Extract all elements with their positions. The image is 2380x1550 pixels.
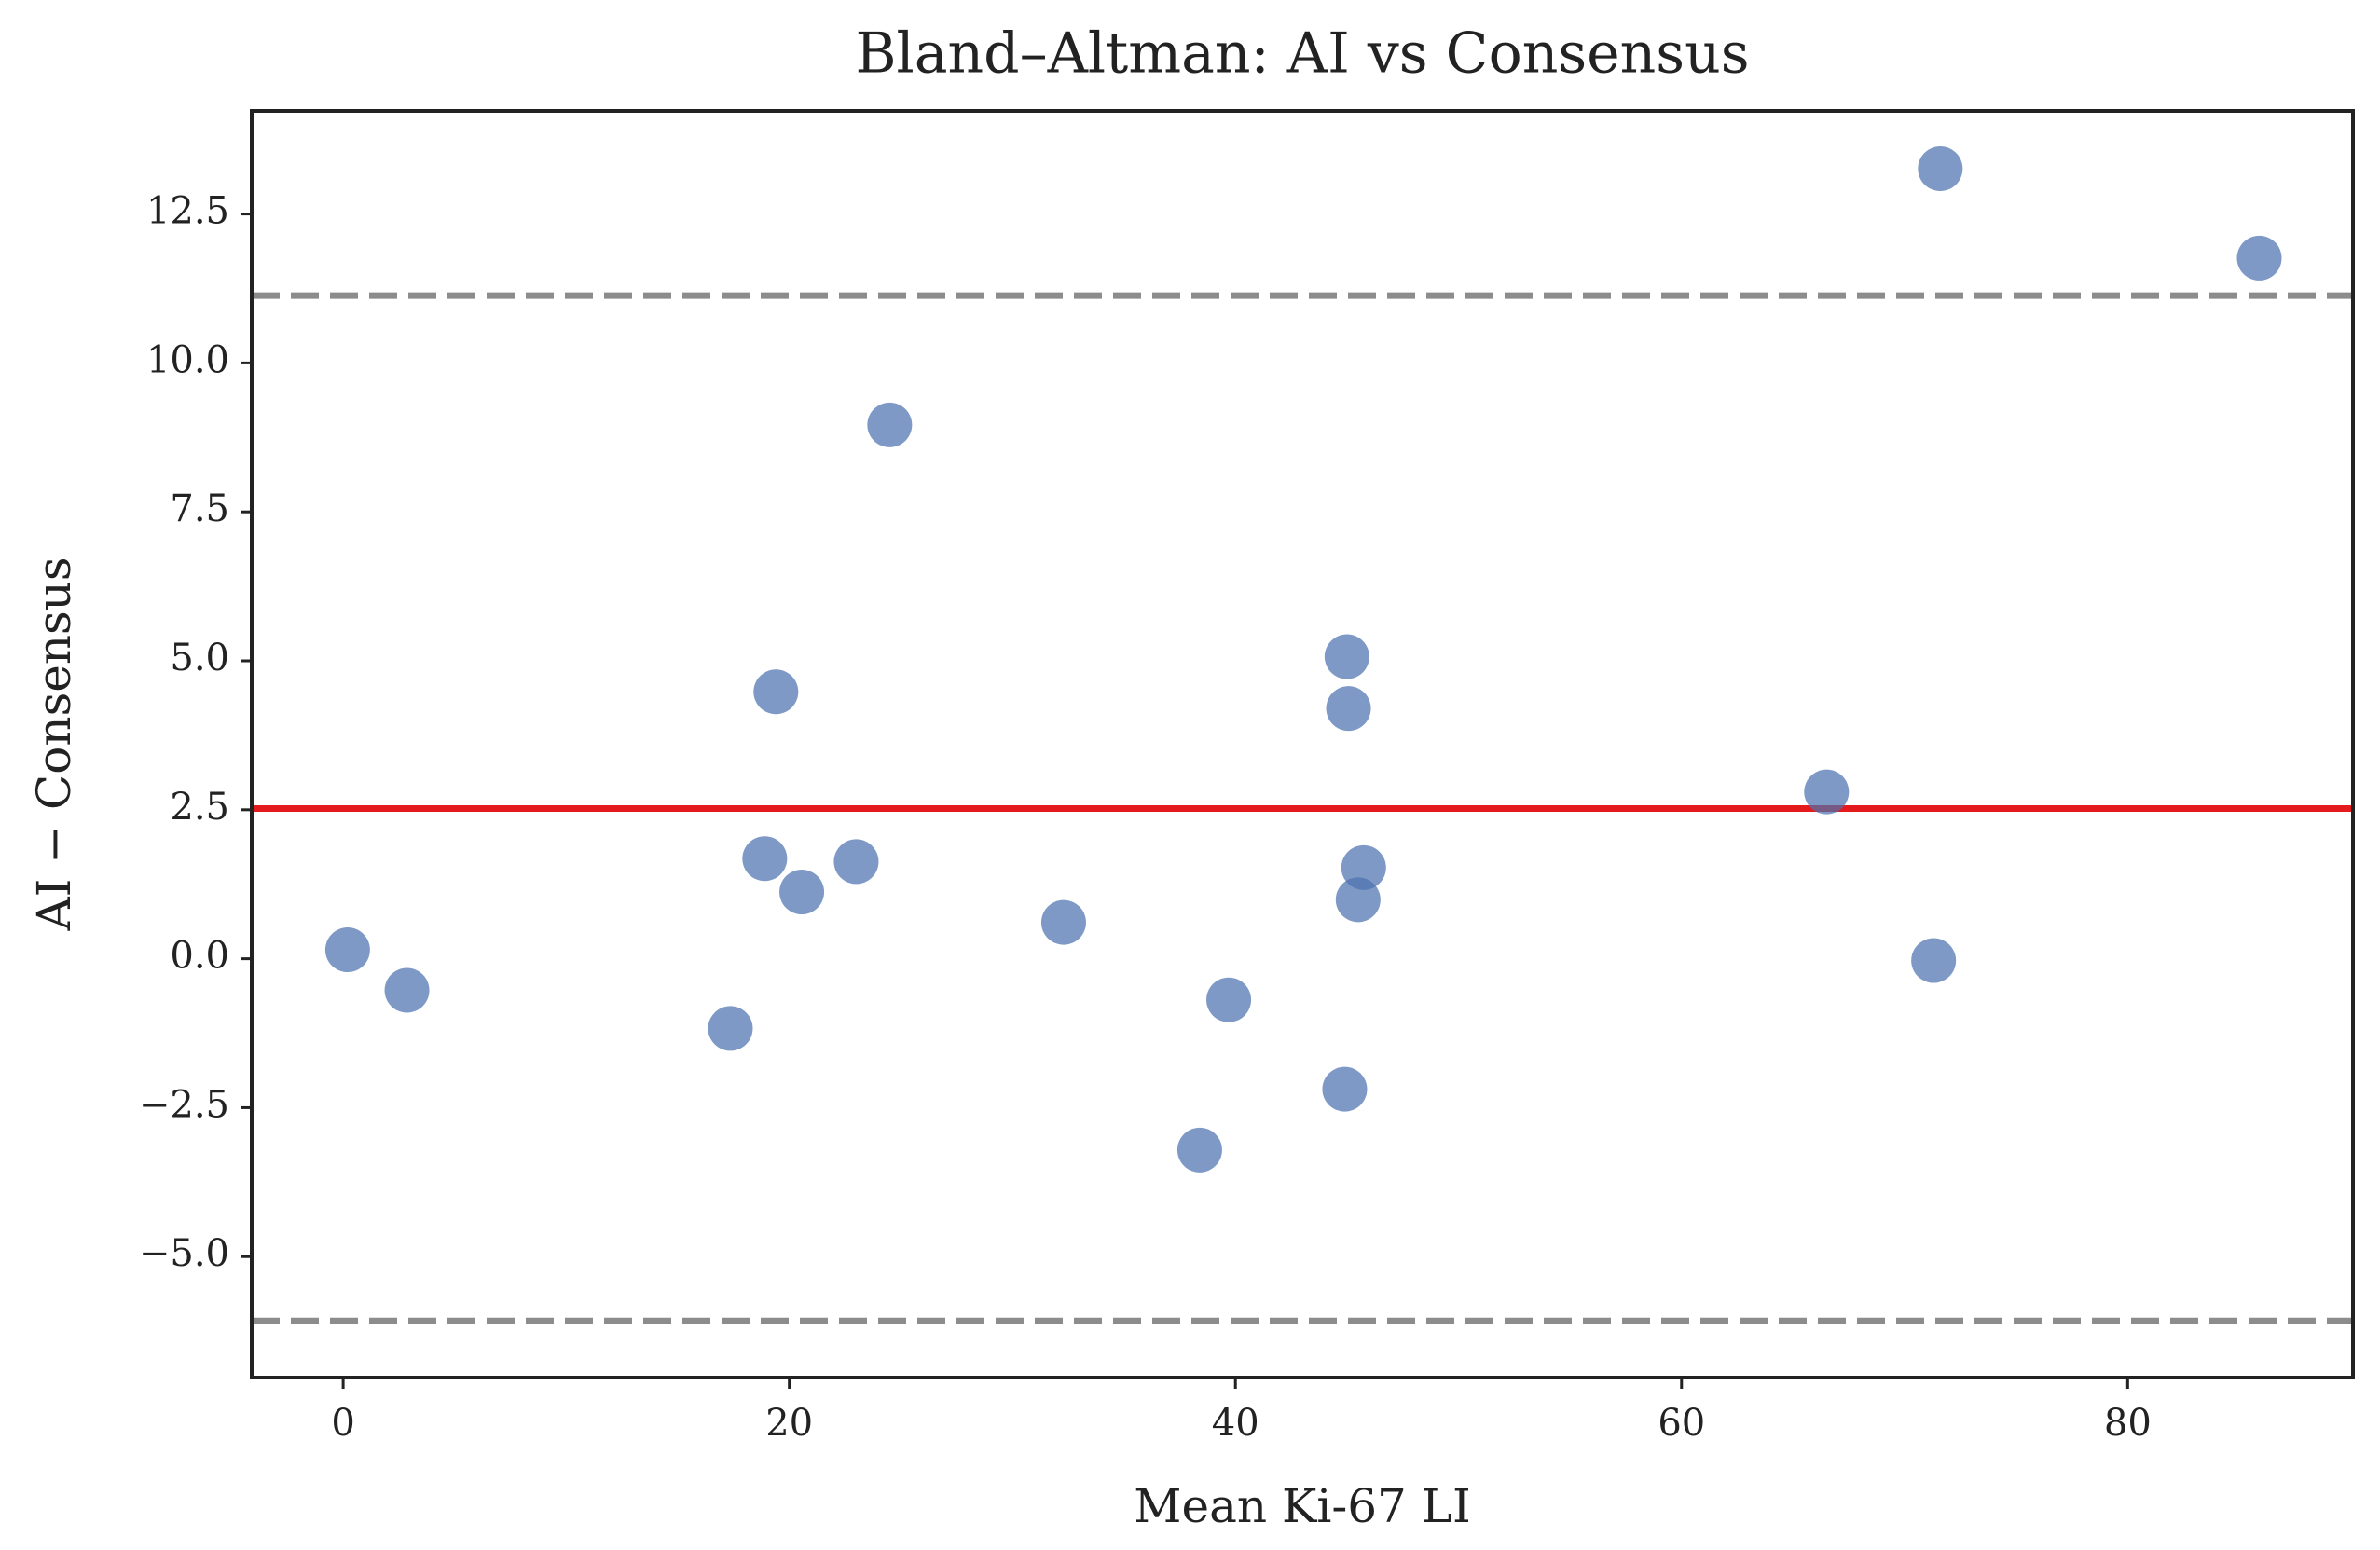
x-tick-label: 40 xyxy=(1212,1402,1259,1445)
point xyxy=(1322,1066,1368,1112)
point xyxy=(1341,844,1386,890)
y-tick-label: −2.5 xyxy=(139,1083,229,1126)
point xyxy=(779,870,825,915)
x-tick-label: 0 xyxy=(331,1402,354,1445)
point xyxy=(1911,938,1957,983)
point xyxy=(708,1006,753,1051)
point xyxy=(384,967,430,1013)
point xyxy=(2236,235,2282,281)
point xyxy=(867,402,913,447)
y-tick-label: 7.5 xyxy=(170,487,229,530)
y-tick-label: 10.0 xyxy=(146,338,229,381)
point xyxy=(1176,1127,1222,1173)
x-tick-label: 60 xyxy=(1658,1402,1705,1445)
point xyxy=(1324,634,1369,679)
point xyxy=(1804,769,1850,815)
y-tick-label: 5.0 xyxy=(170,637,229,679)
point xyxy=(1918,146,1963,192)
point xyxy=(324,927,370,973)
x-tick-label: 80 xyxy=(2104,1402,2152,1445)
y-tick-label: −5.0 xyxy=(139,1232,229,1275)
chart-title: Bland–Altman: AI vs Consensus xyxy=(855,21,1749,87)
point xyxy=(1326,686,1371,732)
point xyxy=(1040,899,1086,945)
point xyxy=(742,836,788,882)
y-tick-label: 12.5 xyxy=(146,190,229,233)
y-tick-label: 2.5 xyxy=(170,786,229,829)
point xyxy=(1206,977,1252,1022)
y-axis-label: AI − Consensus xyxy=(27,556,81,931)
y-tick-label: 0.0 xyxy=(170,935,229,978)
x-axis-label: Mean Ki-67 LI xyxy=(1134,1479,1470,1533)
point xyxy=(833,839,879,885)
x-tick-label: 20 xyxy=(765,1402,813,1445)
plot-frame xyxy=(250,109,2355,1379)
point xyxy=(753,669,799,715)
